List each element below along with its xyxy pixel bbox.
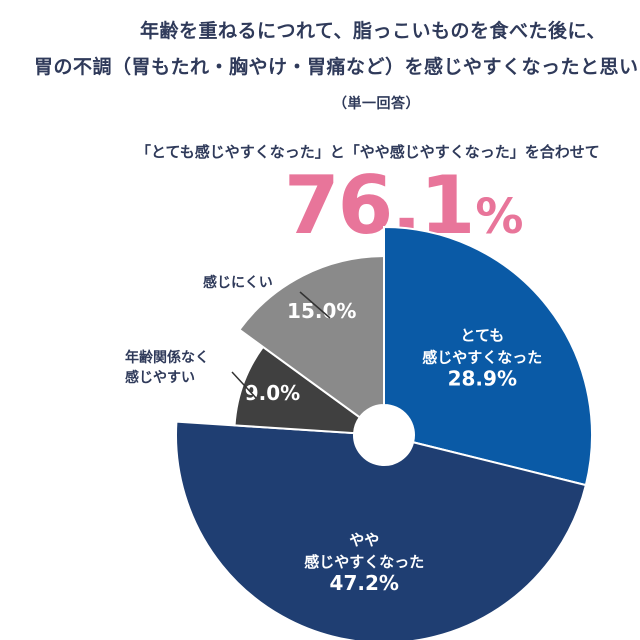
slice-category-somewhat-easily: 感じやすくなった <box>304 553 424 571</box>
label-regardless-of-age-line1: 年齢関係なく <box>125 350 209 366</box>
slice-hard-to-feel <box>237 255 385 419</box>
label-hard-to-feel: 感じにくい <box>203 273 273 293</box>
slice-category-very-easily: 感じやすくなった <box>422 349 542 367</box>
answer-type-note: （単一回答） <box>333 96 420 112</box>
slice-regardless-of-age <box>233 345 362 435</box>
summary-total-value: 76.1 <box>284 159 475 252</box>
label-hard-to-feel-line1: 感じにくい <box>203 275 273 291</box>
leader-line-hard-to-feel <box>299 291 331 319</box>
slice-category-very-easily: とても <box>460 327 504 345</box>
slice-value-regardless-of-age: 9.0% <box>245 381 300 405</box>
slice-label-regardless-of-age: 9.0% <box>245 381 300 405</box>
summary-total: 76.1% <box>284 166 523 246</box>
chart-title-line-2: 胃の不調（胃もたれ・胸やけ・胃痛など）を感じやすくなったと思い <box>34 56 639 78</box>
chart-title-line-1: 年齢を重ねるにつれて、脂っこいものを食べた後に、 <box>140 20 606 42</box>
slice-value-somewhat-easily: 47.2% <box>330 571 399 595</box>
label-regardless-of-age: 年齢関係なく 感じやすい <box>125 348 209 388</box>
summary-caption: 「とても感じやすくなった」と「やや感じやすくなった」を合わせて <box>136 143 600 161</box>
slice-very-easily <box>383 225 593 487</box>
leader-line-regardless-of-age <box>231 371 257 399</box>
slice-somewhat-easily <box>175 420 588 640</box>
slice-category-somewhat-easily: やや <box>349 531 379 549</box>
label-regardless-of-age-line2: 感じやすい <box>125 370 195 386</box>
summary-total-unit: % <box>475 189 523 245</box>
slice-value-very-easily: 28.9% <box>448 367 517 391</box>
